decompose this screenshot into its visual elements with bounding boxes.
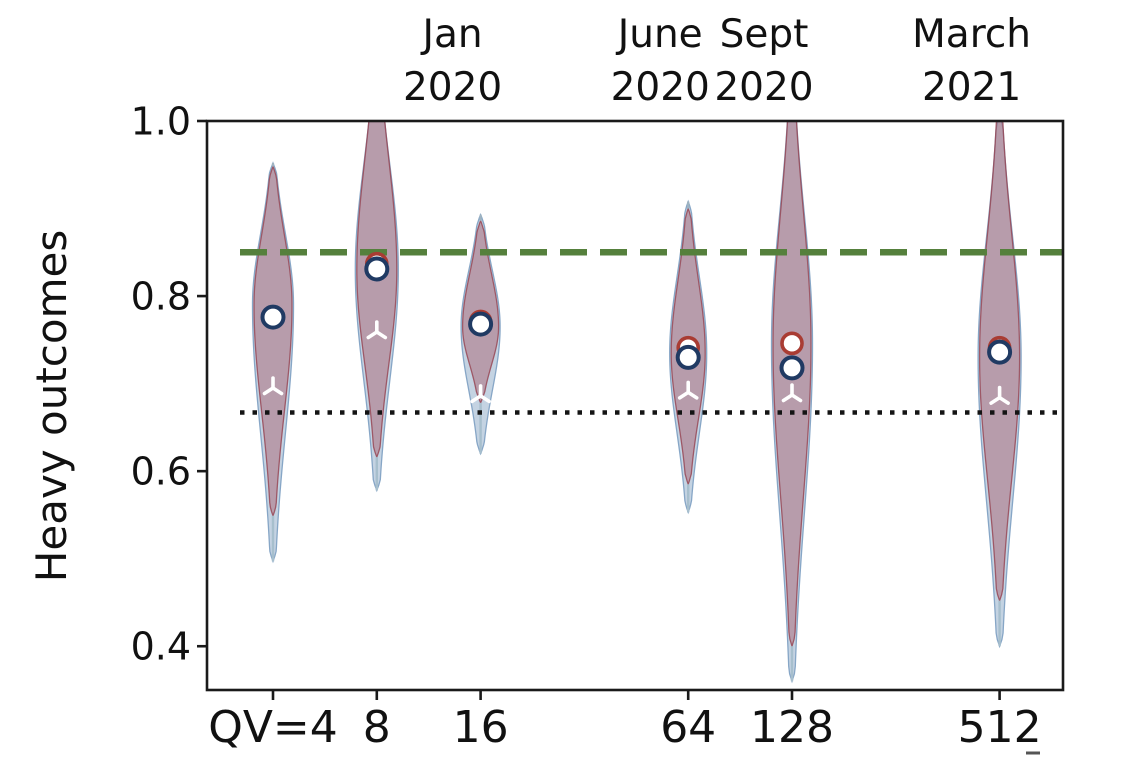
x-tick-label: 16 xyxy=(453,702,509,753)
tri-marker-ray xyxy=(686,390,699,400)
navy-circle-marker xyxy=(364,256,390,282)
white-tri-marker xyxy=(677,380,699,400)
markers-64 xyxy=(675,335,701,400)
tri-marker-ray xyxy=(478,394,491,404)
violin-64 xyxy=(669,199,708,515)
y-tick-label: 0.6 xyxy=(131,449,191,493)
violin-8 xyxy=(354,121,399,493)
tri-marker-ray xyxy=(997,395,1010,405)
y-axis-label: Heavy outcomes xyxy=(27,230,76,582)
x-tick-label: 512 xyxy=(958,702,1042,753)
y-tick-label: 1.0 xyxy=(131,99,191,143)
markers-128 xyxy=(779,331,805,403)
markers-512 xyxy=(987,335,1013,405)
violin-blue-body xyxy=(354,121,399,493)
markers-8 xyxy=(364,251,390,340)
x-tick-label: QV=4 xyxy=(208,702,338,753)
top-group-label-month: Jan xyxy=(420,12,483,57)
violin-red-body xyxy=(253,164,293,518)
violin-QV=4 xyxy=(251,161,295,564)
navy-circle-marker xyxy=(675,344,701,370)
top-group-label-month: March xyxy=(912,12,1031,57)
top-group-label-year: 2020 xyxy=(403,65,502,110)
white-tri-marker xyxy=(470,384,491,404)
white-tri-marker xyxy=(989,385,1010,405)
white-tri-marker xyxy=(262,376,284,396)
violin-red-body xyxy=(356,121,398,460)
tri-marker-ray xyxy=(790,393,803,403)
violin-blue-body xyxy=(770,121,814,684)
axes-spines xyxy=(205,119,1065,692)
navy-circle-marker xyxy=(260,304,286,330)
markers-QV=4 xyxy=(260,304,286,396)
top-group-label-year: 2020 xyxy=(611,65,710,110)
x-tick-label: 8 xyxy=(363,702,391,753)
top-group-label-month: Sept xyxy=(720,12,809,57)
white-tri-marker xyxy=(366,320,388,340)
markers-16 xyxy=(468,309,494,404)
top-group-label-month: June xyxy=(615,12,703,57)
tri-marker-ray xyxy=(374,330,388,340)
top-group-label-year: 2021 xyxy=(922,65,1021,110)
y-tick-label: 0.4 xyxy=(131,625,191,669)
y-tick-label: 0.8 xyxy=(131,274,191,318)
white-tri-marker xyxy=(781,383,803,403)
tri-marker-ray xyxy=(271,386,284,396)
navy-circle-marker xyxy=(468,311,494,337)
top-group-label-year: 2020 xyxy=(714,65,813,110)
navy-circle-marker xyxy=(987,339,1013,365)
x-tick-label: 64 xyxy=(660,702,716,753)
plot-area xyxy=(251,121,1022,684)
red-circle-marker xyxy=(780,331,804,356)
violin-128 xyxy=(770,121,814,684)
violin-512 xyxy=(977,121,1022,649)
x-tick-label: 128 xyxy=(750,702,834,753)
navy-circle-marker xyxy=(779,355,805,381)
